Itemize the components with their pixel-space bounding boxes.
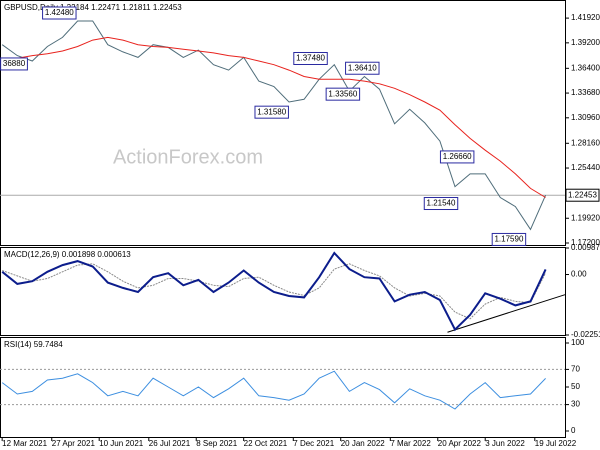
y-tick-label: 0 xyxy=(571,426,576,435)
annotation-label: 1.37480 xyxy=(296,54,325,63)
y-tick-label: 0.009872 xyxy=(571,243,600,252)
x-tick-label: 7 Mar 2022 xyxy=(390,439,431,448)
series-line xyxy=(2,263,547,320)
current-price-label: 1.22453 xyxy=(568,190,597,199)
watermark: ActionForex.com xyxy=(113,146,263,168)
y-tick-label: 1.33680 xyxy=(571,88,600,97)
annotation-box xyxy=(325,87,361,101)
annotation-box xyxy=(254,105,289,119)
annotation-label: 1.21540 xyxy=(427,199,456,208)
y-tick-label: 1.17200 xyxy=(571,238,600,247)
price-panel xyxy=(0,0,566,246)
x-tick-label: 22 Oct 2021 xyxy=(244,439,288,448)
panel-title: RSI(14) 59.7484 xyxy=(4,340,63,349)
x-tick-label: 7 Dec 2021 xyxy=(293,439,334,448)
annotation-label: 1.17590 xyxy=(494,235,523,244)
x-tick-label: 10 Jun 2021 xyxy=(99,439,144,448)
y-tick-label: 1.39200 xyxy=(571,38,600,47)
series-line xyxy=(2,36,546,198)
y-tick-label: 1.41920 xyxy=(571,13,600,22)
y-tick-label: 1.28160 xyxy=(571,138,600,147)
macd-panel xyxy=(0,247,566,336)
y-tick-label: -0.022516 xyxy=(571,330,600,339)
annotation-box xyxy=(293,51,328,65)
rsi-panel xyxy=(0,337,566,438)
panel-title: MACD(12,26,9) 0.001898 0.000613 xyxy=(4,250,131,259)
annotation-box xyxy=(423,197,459,211)
annotation-box xyxy=(439,150,475,164)
x-tick-label: 3 Jun 2022 xyxy=(485,439,525,448)
y-tick-label: 30 xyxy=(571,400,580,409)
annotation-box xyxy=(42,6,77,20)
y-tick-label: 100 xyxy=(571,338,585,347)
y-tick-label: 1.19920 xyxy=(571,213,600,222)
annotation-label: 36880 xyxy=(3,59,26,68)
annotation-label: 1.26660 xyxy=(443,152,472,161)
annotation-box xyxy=(345,61,380,75)
x-tick-label: 12 Mar 2021 xyxy=(2,439,47,448)
series-line xyxy=(1,370,546,410)
series-line xyxy=(1,20,547,231)
x-tick-label: 20 Apr 2022 xyxy=(438,439,482,448)
panel-title: GBPUSD,Daily 1.22184 1.22471 1.21811 1.2… xyxy=(4,3,182,12)
annotation-label: 1.33560 xyxy=(328,89,357,98)
current-price-box xyxy=(565,188,600,202)
x-tick-label: 20 Jan 2022 xyxy=(341,439,386,448)
x-tick-label: 19 Jul 2022 xyxy=(535,439,577,448)
y-tick-label: 1.36400 xyxy=(571,63,600,72)
annotation-box xyxy=(0,57,28,71)
x-tick-label: 8 Sep 2021 xyxy=(196,439,237,448)
x-tick-label: 26 Jul 2021 xyxy=(149,439,191,448)
y-tick-label: 0.00 xyxy=(571,270,587,279)
x-tick-label: 27 Apr 2021 xyxy=(52,439,96,448)
trend-line xyxy=(447,294,566,333)
y-tick-label: 1.30960 xyxy=(571,113,600,122)
annotation-label: 1.36410 xyxy=(348,63,377,72)
y-tick-label: 50 xyxy=(571,382,580,391)
y-tick-label: 70 xyxy=(571,365,580,374)
series-line xyxy=(1,251,547,332)
annotation-label: 1.42480 xyxy=(45,8,74,17)
y-tick-label: 1.25440 xyxy=(571,163,600,172)
annotation-label: 1.31580 xyxy=(257,107,286,116)
annotation-box xyxy=(491,232,527,246)
